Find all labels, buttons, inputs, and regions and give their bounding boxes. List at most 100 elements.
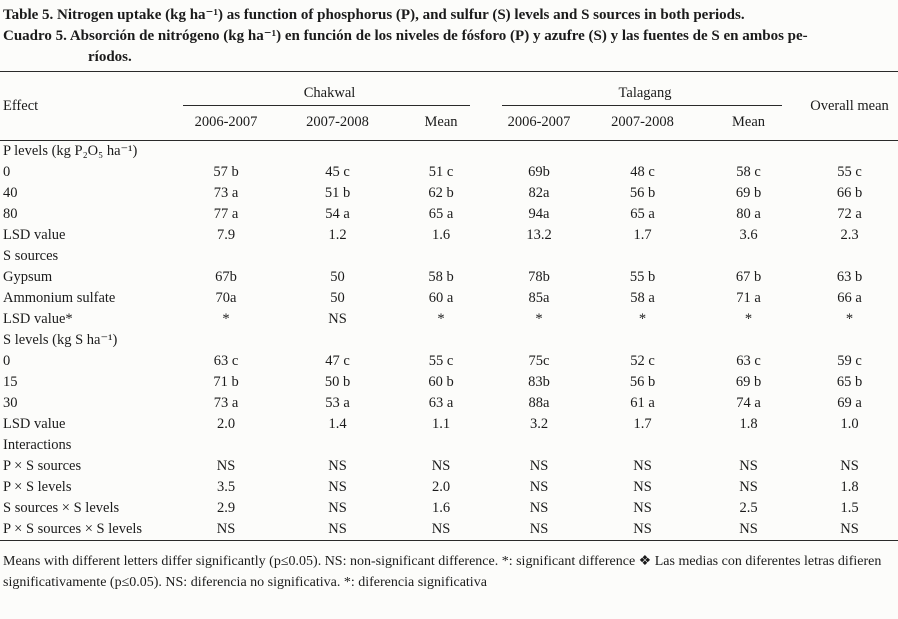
year-column-header: 2007-2008 — [306, 114, 369, 130]
value-cell: 63 a — [428, 395, 454, 411]
row-label-cell: Ammonium sulfate — [3, 290, 116, 306]
group-header-row: Effect Chakwal Talagang Overall mean — [0, 72, 898, 114]
value-cell: 72 a — [837, 206, 862, 222]
value-cell: 69 b — [735, 374, 762, 390]
value-cell: NS — [739, 458, 758, 474]
table-header: Effect Chakwal Talagang Overall mean 200… — [0, 72, 898, 141]
table-row: LSD value* * NS * * * * * — [0, 309, 898, 330]
value-cell: 63 c — [213, 353, 239, 369]
value-cell: 67 b — [735, 269, 762, 285]
value-cell: * — [638, 311, 647, 327]
value-cell: 82a — [528, 185, 550, 201]
group-header-chakwal: Chakwal — [170, 72, 489, 108]
value-cell: 63 c — [736, 353, 761, 369]
value-cell: 57 b — [213, 164, 239, 180]
row-label-cell: LSD value* — [3, 311, 73, 327]
value-cell: 53 a — [325, 395, 350, 411]
year-column-header: 2006-2007 — [194, 114, 258, 130]
row-label-cell: LSD value — [3, 416, 66, 432]
value-cell: NS — [739, 521, 758, 537]
row-label-cell: S sources × S levels — [3, 500, 120, 516]
table-row: P × S sources NS NS NS NS NS NS NS — [0, 456, 898, 477]
value-cell: NS — [633, 479, 652, 495]
value-cell: * — [437, 311, 445, 327]
value-cell: 85a — [528, 290, 550, 306]
group-header-talagang: Talagang — [489, 72, 801, 108]
value-cell: 1.4 — [328, 416, 347, 432]
data-table: Effect Chakwal Talagang Overall mean 200… — [0, 71, 898, 541]
value-cell: 1.7 — [633, 416, 652, 432]
row-label-cell: P × S sources × S levels — [3, 521, 143, 537]
value-cell: 58 a — [630, 290, 655, 306]
table-row: 0 63 c 47 c 55 c 75c 52 c 63 c 59 c — [0, 351, 898, 372]
value-cell: NS — [216, 458, 236, 474]
value-cell: 58 c — [736, 164, 761, 180]
value-cell: 56 b — [629, 185, 656, 201]
value-cell: NS — [328, 479, 347, 495]
value-cell: 1.6 — [431, 227, 451, 243]
value-cell: 50 b — [324, 374, 351, 390]
value-cell: NS — [431, 521, 451, 537]
group-label-talagang: Talagang — [618, 85, 672, 101]
section-row: S sources — [0, 246, 898, 267]
value-cell: NS — [840, 521, 859, 537]
value-cell: NS — [328, 500, 347, 516]
value-cell: 50 — [330, 269, 345, 285]
value-cell: NS — [739, 479, 758, 495]
mean-column-header: Mean — [424, 114, 458, 130]
value-cell: 77 a — [213, 206, 239, 222]
value-cell: 1.5 — [840, 500, 859, 516]
value-cell: 47 c — [325, 353, 350, 369]
value-cell: 51 b — [324, 185, 351, 201]
value-cell: 73 a — [213, 185, 239, 201]
value-cell: 71 b — [213, 374, 239, 390]
table-title-es-continuation: ríodos. — [88, 49, 132, 65]
group-underline — [183, 105, 471, 106]
value-cell: 83b — [528, 374, 550, 390]
value-cell: 51 c — [428, 164, 454, 180]
table-row: P × S levels 3.5 NS 2.0 NS NS NS 1.8 — [0, 477, 898, 498]
mean-column-header: Mean — [732, 114, 766, 130]
value-cell: 2.3 — [840, 227, 859, 243]
table-row: 40 73 a 51 b 62 b 82a 56 b 69 b 66 b — [0, 183, 898, 204]
row-label-cell: 15 — [3, 374, 18, 390]
value-cell: NS — [529, 479, 549, 495]
footnote: Means with different letters differ sign… — [3, 554, 882, 590]
value-cell: * — [222, 311, 230, 327]
value-cell: * — [845, 311, 854, 327]
value-cell: 55 c — [428, 353, 454, 369]
value-cell: 54 a — [325, 206, 350, 222]
value-cell: 73 a — [213, 395, 239, 411]
value-cell: 2.9 — [216, 500, 236, 516]
table-row: 30 73 a 53 a 63 a 88a 61 a 74 a 69 a — [0, 393, 898, 414]
value-cell: 13.2 — [526, 227, 552, 243]
table-row: S sources × S levels 2.9 NS 1.6 NS NS 2.… — [0, 498, 898, 519]
value-cell: 63 b — [836, 269, 863, 285]
value-cell: 7.9 — [216, 227, 236, 243]
value-cell: 65 a — [630, 206, 655, 222]
row-label-cell: P × S levels — [3, 479, 72, 495]
value-cell: NS — [328, 311, 347, 327]
value-cell: 75c — [528, 353, 550, 369]
value-cell: 69b — [528, 164, 550, 180]
table-row: 15 71 b 50 b 60 b 83b 56 b 69 b 65 b — [0, 372, 898, 393]
table-row: P × S sources × S levels NS NS NS NS NS … — [0, 519, 898, 541]
section-row: S levels (kg S ha⁻¹) — [0, 330, 898, 351]
value-cell: 94a — [528, 206, 550, 222]
value-cell: 1.7 — [633, 227, 652, 243]
section-label-cell: S sources — [3, 248, 59, 264]
value-cell: 60 a — [428, 290, 454, 306]
table-title-es: Cuadro 5. Absorción de nitrógeno (kg ha⁻… — [3, 28, 808, 44]
value-cell: NS — [633, 458, 652, 474]
year-column-header: 2006-2007 — [507, 114, 571, 130]
row-label-cell: LSD value — [3, 227, 66, 243]
value-cell: 58 b — [428, 269, 454, 285]
value-cell: 59 c — [837, 353, 862, 369]
value-cell: 1.2 — [328, 227, 347, 243]
value-cell: 69 a — [837, 395, 862, 411]
value-cell: 3.6 — [739, 227, 758, 243]
value-cell: 56 b — [629, 374, 656, 390]
value-cell: NS — [328, 458, 347, 474]
value-cell: 80 a — [736, 206, 761, 222]
